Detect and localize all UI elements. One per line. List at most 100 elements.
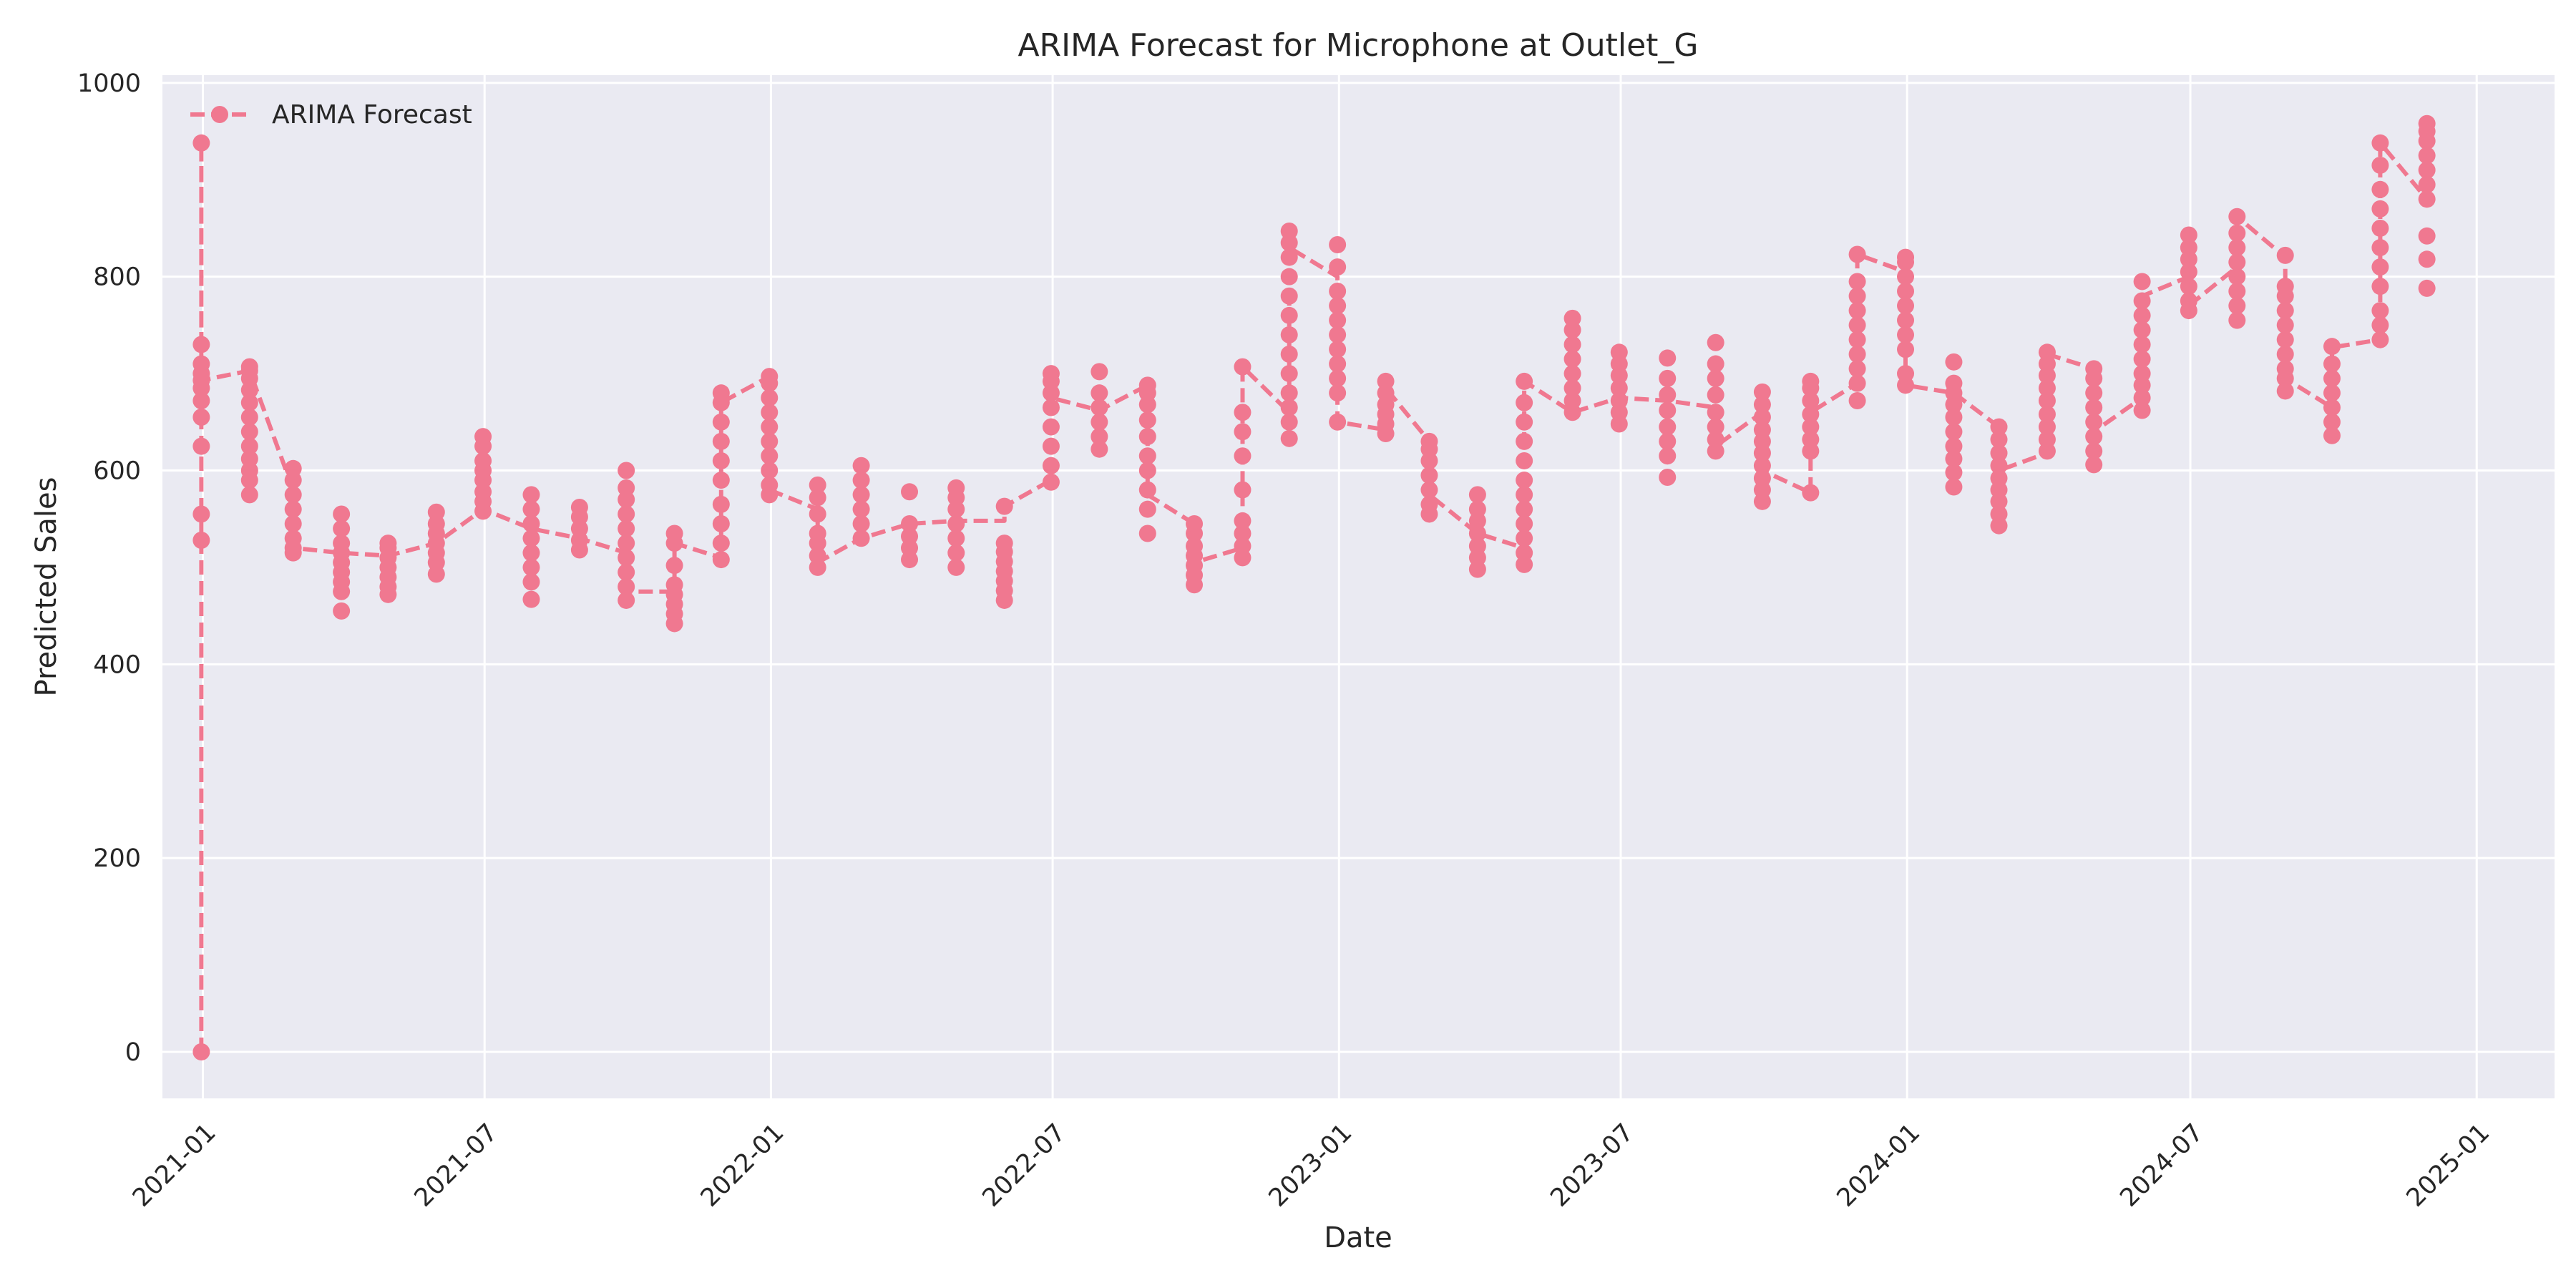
series-layer — [192, 114, 2436, 1060]
data-point — [761, 432, 779, 450]
data-point — [761, 462, 779, 479]
data-point — [809, 489, 826, 507]
data-point — [1897, 282, 1915, 300]
data-point — [192, 409, 210, 426]
data-point — [284, 459, 302, 477]
data-point — [1280, 365, 1298, 383]
data-point — [618, 591, 635, 609]
data-point — [2085, 360, 2103, 378]
data-point — [1802, 372, 1820, 390]
data-point — [2418, 161, 2436, 179]
data-point — [2085, 384, 2103, 402]
data-point — [1280, 287, 1298, 305]
data-point — [2228, 311, 2246, 329]
data-point — [1516, 486, 1533, 504]
data-point — [240, 486, 258, 504]
data-point — [1753, 457, 1771, 474]
data-point — [1990, 431, 2008, 449]
data-point — [1516, 394, 1533, 411]
data-point — [1420, 481, 1438, 499]
data-point — [1848, 392, 1866, 409]
data-point — [1753, 469, 1771, 487]
data-point — [427, 503, 445, 521]
data-point — [1042, 473, 1060, 491]
data-point — [1186, 537, 1204, 555]
data-point — [1091, 399, 1108, 416]
data-point — [995, 497, 1013, 515]
y-axis-label: Predicted Sales — [30, 477, 63, 697]
data-point — [474, 428, 492, 446]
data-point — [2228, 239, 2246, 257]
data-point — [618, 563, 635, 581]
data-point — [2038, 431, 2056, 449]
data-point — [2276, 316, 2294, 334]
data-point — [1091, 413, 1108, 431]
data-point — [2371, 156, 2389, 174]
data-point — [1516, 372, 1533, 390]
data-point — [901, 514, 919, 532]
data-point — [761, 389, 779, 406]
data-point — [2323, 413, 2341, 431]
data-point — [761, 368, 779, 386]
data-point — [2133, 401, 2151, 419]
data-point — [1329, 258, 1347, 276]
data-point — [1138, 481, 1156, 499]
data-point — [1280, 306, 1298, 324]
y-tick-label: 400 — [93, 650, 141, 679]
y-tick-labels: 0 200 400 600 800 1000 — [77, 69, 141, 1067]
data-point — [1042, 418, 1060, 436]
data-point — [1945, 464, 1963, 482]
data-point — [1848, 273, 1866, 291]
data-point — [2371, 278, 2389, 296]
data-point — [947, 479, 965, 497]
y-tick-label: 600 — [93, 457, 141, 486]
data-point — [1516, 544, 1533, 562]
data-point — [333, 602, 351, 620]
data-point — [2038, 392, 2056, 409]
data-point — [1280, 384, 1298, 402]
data-point — [2323, 355, 2341, 373]
data-point — [2276, 278, 2294, 296]
data-point — [712, 535, 730, 552]
data-point — [1329, 413, 1347, 431]
data-point — [712, 514, 730, 532]
data-point — [1329, 311, 1347, 329]
data-point — [1707, 386, 1724, 404]
data-point — [852, 486, 870, 504]
data-point — [1516, 452, 1533, 469]
data-point — [1329, 326, 1347, 343]
data-point — [2180, 239, 2197, 257]
data-point — [1563, 365, 1581, 383]
data-point — [2133, 350, 2151, 368]
data-point — [2180, 292, 2197, 310]
data-point — [1563, 392, 1581, 409]
data-point — [1138, 500, 1156, 518]
data-point — [1707, 355, 1724, 373]
data-point — [1234, 481, 1252, 499]
data-point — [1280, 346, 1298, 363]
data-point — [2323, 384, 2341, 402]
data-point — [240, 450, 258, 468]
data-point — [1897, 341, 1915, 358]
data-point — [1186, 514, 1204, 532]
data-point — [1420, 467, 1438, 484]
data-point — [2371, 134, 2389, 152]
data-point — [1610, 379, 1628, 397]
data-point — [901, 527, 919, 545]
data-point — [1091, 428, 1108, 446]
data-point — [1802, 431, 1820, 449]
data-point — [665, 576, 683, 594]
data-point — [1563, 336, 1581, 353]
data-point — [2228, 268, 2246, 286]
data-point — [522, 500, 540, 518]
data-point — [284, 530, 302, 547]
data-point — [240, 437, 258, 455]
data-point — [2038, 418, 2056, 436]
data-point — [1990, 469, 2008, 487]
data-point — [618, 578, 635, 595]
data-point — [2371, 200, 2389, 218]
data-point — [1659, 432, 1677, 450]
data-point — [2418, 176, 2436, 194]
data-point — [1897, 365, 1915, 383]
data-point — [1329, 297, 1347, 315]
